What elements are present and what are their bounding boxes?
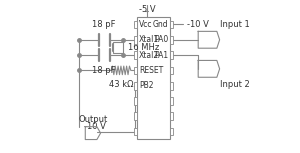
Bar: [134, 82, 137, 90]
Bar: [134, 21, 137, 28]
Text: -10 V: -10 V: [188, 20, 209, 29]
Text: Input 1: Input 1: [220, 20, 250, 29]
Bar: [134, 97, 137, 105]
Text: Xtal2: Xtal2: [139, 51, 159, 60]
Text: RESET: RESET: [139, 66, 163, 75]
Text: Gnd: Gnd: [152, 20, 168, 29]
Bar: [170, 97, 172, 105]
Bar: [134, 67, 137, 74]
Text: Vcc: Vcc: [139, 20, 152, 29]
Bar: [170, 36, 172, 44]
Bar: [170, 82, 172, 90]
Bar: [170, 112, 172, 120]
Text: 16 MHz: 16 MHz: [128, 43, 159, 52]
Bar: [134, 36, 137, 44]
Bar: [170, 128, 172, 135]
Bar: [170, 21, 172, 28]
Bar: [134, 112, 137, 120]
Text: 18 pF: 18 pF: [92, 20, 116, 29]
Text: PA0: PA0: [154, 35, 168, 44]
Bar: [170, 67, 172, 74]
Text: -10 V: -10 V: [84, 123, 106, 131]
Bar: [134, 51, 137, 59]
Text: 43 kΩ: 43 kΩ: [109, 80, 133, 89]
Text: Xtal1: Xtal1: [139, 35, 159, 44]
Bar: [112, 42, 123, 53]
Text: PB2: PB2: [139, 81, 153, 90]
Bar: [134, 128, 137, 135]
Text: -5 V: -5 V: [139, 5, 155, 14]
Bar: [137, 17, 170, 139]
Bar: [170, 51, 172, 59]
Text: Input 2: Input 2: [220, 80, 250, 89]
Text: PA1: PA1: [154, 51, 168, 60]
Text: 18 pF: 18 pF: [92, 66, 116, 75]
Text: Output: Output: [78, 115, 108, 124]
